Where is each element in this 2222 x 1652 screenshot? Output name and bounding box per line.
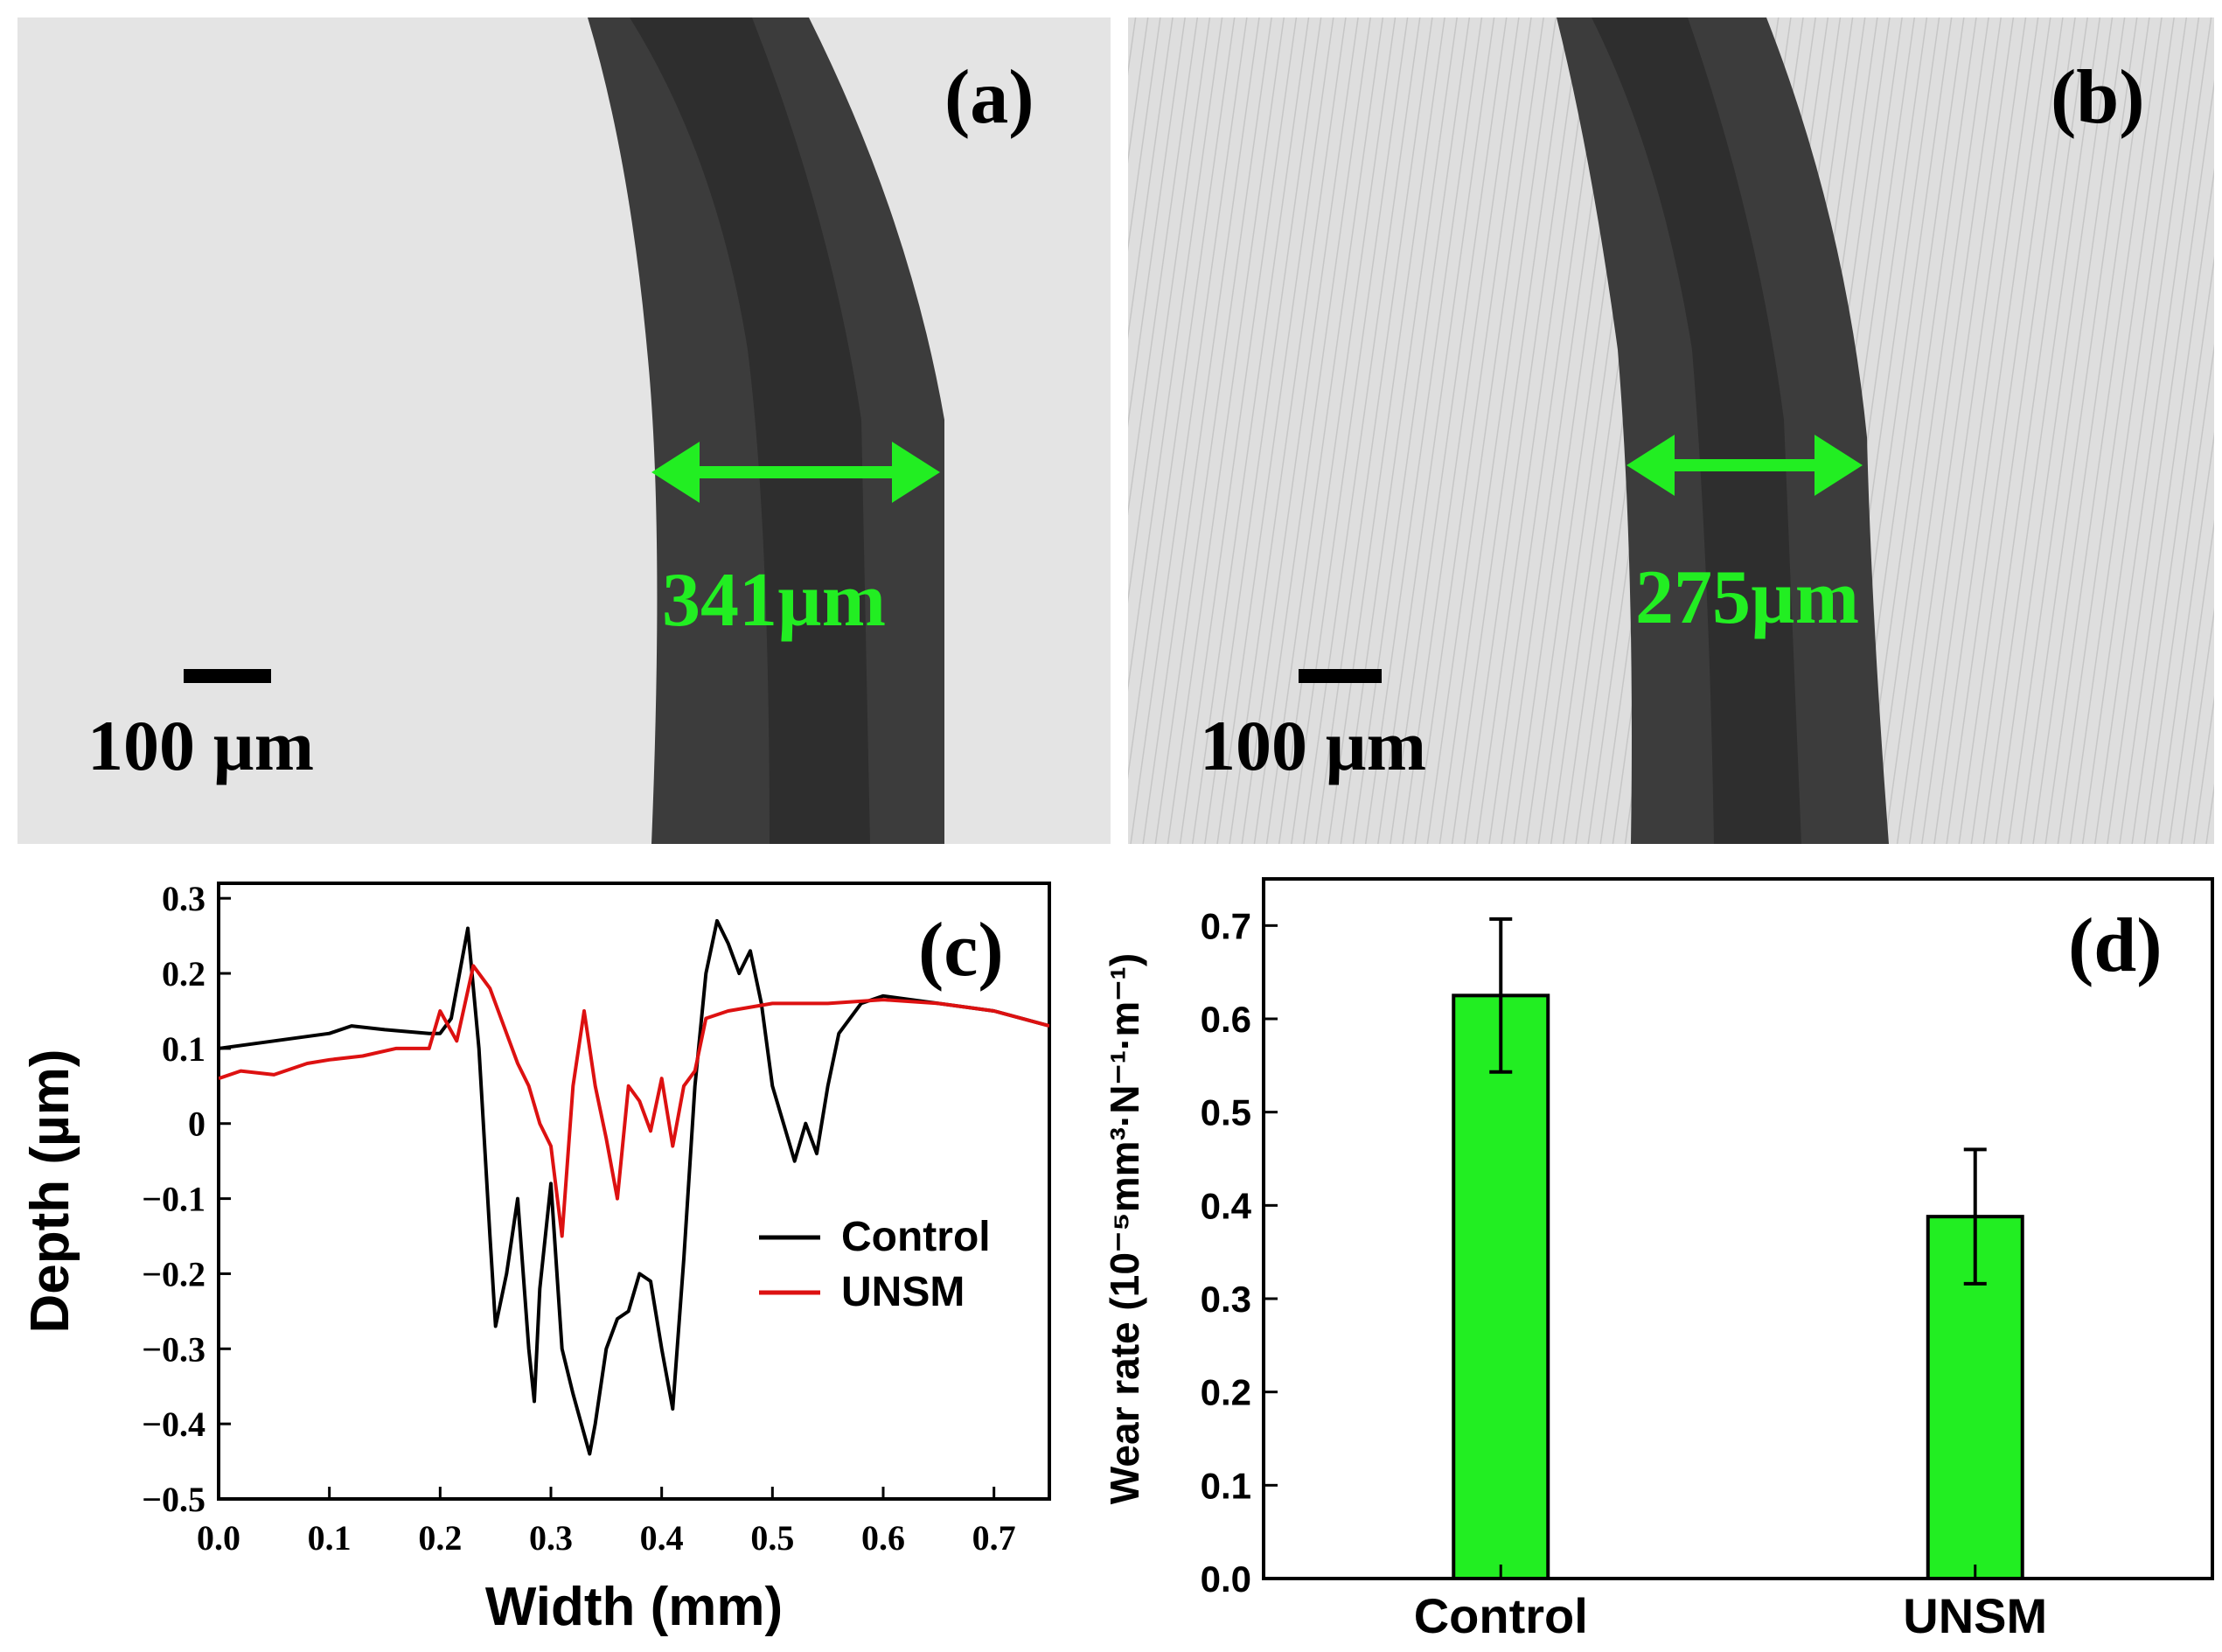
chart-d-x-tick-label: UNSM	[1903, 1588, 2047, 1643]
chart-c-y-label: Depth (µm)	[20, 1049, 80, 1333]
chart-c-y-tick-label: 0	[188, 1105, 205, 1144]
chart-d-y-tick-label: 0.5	[1201, 1092, 1251, 1133]
chart-c-ticks: 0.0 0.1 0.2 0.3 0.4 0.5 0.6 0.7 0.3 0.2 0.1 0 −0.1 −0…	[142, 879, 1015, 1558]
chart-d-y-tick-label: 0.7	[1201, 905, 1251, 946]
width-arrow-a-left-head	[651, 442, 700, 503]
wear-track-a-inner	[630, 17, 870, 844]
width-label-a: 341µm	[662, 558, 886, 643]
scale-label-b: 100 µm	[1200, 706, 1426, 785]
chart-c-x-label: Width (mm)	[485, 1577, 783, 1637]
width-arrow-a-right-head	[892, 442, 940, 503]
panel-a-label: (a)	[944, 55, 1034, 140]
chart-d-panel-label: (d)	[2068, 903, 2163, 988]
chart-d-ticks: 0.0 0.1 0.2 0.3 0.4 0.5 0.6 0.7	[1201, 905, 1278, 1600]
legend-unsm-label: UNSM	[841, 1269, 965, 1315]
chart-c-y-tick-label: −0.1	[142, 1180, 205, 1219]
chart-d-frame	[1262, 877, 2214, 1580]
chart-c-x-tick-label: 0.7	[972, 1518, 1016, 1558]
chart-d-bars: Control UNSM	[1414, 917, 2047, 1643]
chart-c-y-tick-label: −0.3	[142, 1329, 205, 1369]
scale-bar-b	[1299, 669, 1382, 683]
series-line-control	[219, 918, 1049, 1456]
chart-c-x-tick-label: 0.2	[418, 1518, 462, 1558]
micrograph-b: (b) 275µm 100 µm	[1128, 17, 2214, 844]
legend-control-label: Control	[841, 1214, 991, 1260]
depth-profile-chart: 0.0 0.1 0.2 0.3 0.4 0.5 0.6 0.7 0.3 0.2 0.1 0 −0.1 −0…	[20, 879, 1051, 1637]
chart-c-y-tick-label: −0.5	[142, 1480, 205, 1519]
chart-d-y-label: Wear rate (10⁻⁵mm³·N⁻¹·m⁻¹)	[1102, 953, 1147, 1504]
chart-c-x-tick-label: 0.4	[640, 1518, 684, 1558]
wear-track-b-inner	[1592, 17, 1801, 844]
chart-d-y-tick-label: 0.4	[1201, 1185, 1252, 1226]
chart-d-y-tick-label: 0.0	[1201, 1558, 1251, 1600]
width-label-b: 275µm	[1635, 555, 1859, 640]
panel-b-label: (b)	[2051, 55, 2145, 140]
chart-c-panel-label: (c)	[918, 908, 1004, 993]
micrograph-a: (a) 341µm 100 µm	[17, 17, 1111, 844]
chart-c-y-tick-label: −0.4	[142, 1405, 205, 1444]
scale-label-a: 100 µm	[87, 706, 314, 785]
chart-d-x-tick-label: Control	[1414, 1588, 1588, 1643]
chart-c-y-tick-label: 0.1	[162, 1029, 205, 1069]
bar-control	[1452, 993, 1550, 1581]
scale-bar-a	[184, 669, 271, 683]
chart-c-y-tick-label: 0.3	[162, 879, 205, 918]
width-arrow-b-right-head	[1815, 435, 1863, 496]
chart-d-y-tick-label: 0.3	[1201, 1279, 1251, 1320]
chart-c-y-tick-label: 0.2	[162, 954, 205, 993]
chart-d-y-tick-label: 0.1	[1201, 1465, 1251, 1506]
chart-c-x-tick-label: 0.0	[197, 1518, 240, 1558]
chart-d-y-tick-label: 0.2	[1201, 1372, 1251, 1413]
chart-c-x-tick-label: 0.6	[861, 1518, 905, 1558]
chart-c-x-tick-label: 0.3	[529, 1518, 573, 1558]
chart-c-x-tick-label: 0.5	[750, 1518, 794, 1558]
chart-c-y-tick-label: −0.2	[142, 1254, 205, 1293]
chart-c-series	[219, 918, 1049, 1456]
chart-d-y-tick-label: 0.6	[1201, 999, 1251, 1040]
wear-rate-chart: 0.0 0.1 0.2 0.3 0.4 0.5 0.6 0.7 Control UNSM (d)…	[1102, 877, 2214, 1643]
width-arrow-b-left-head	[1626, 435, 1675, 496]
series-line-unsm	[219, 964, 1049, 1238]
chart-c-frame	[217, 882, 1051, 1501]
chart-c-x-tick-label: 0.1	[308, 1518, 352, 1558]
